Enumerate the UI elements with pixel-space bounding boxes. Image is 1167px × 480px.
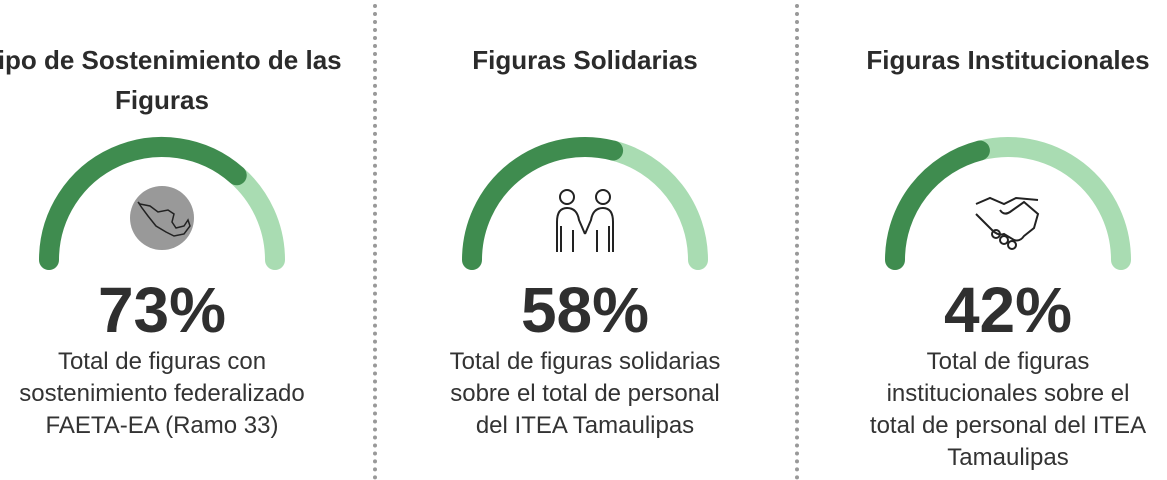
value-label: 58% xyxy=(520,274,650,346)
description: Total de figuras solidarias sobre el tot… xyxy=(449,348,721,439)
gauge-track xyxy=(226,165,285,270)
separator xyxy=(795,4,799,480)
gauge-value-arc xyxy=(885,140,990,270)
icon-people xyxy=(556,189,614,252)
separator xyxy=(373,4,377,480)
gauge xyxy=(39,137,285,270)
icon-handshake xyxy=(975,196,1040,250)
panel-title: Figuras Solidarias xyxy=(472,45,698,75)
panel: Tipo de Sostenimiento de las Figuras 73%… xyxy=(0,0,352,480)
gauge xyxy=(462,137,708,270)
panel-title: Figuras Institucionales xyxy=(866,45,1150,75)
description: Total de figuras con sostenimiento feder… xyxy=(19,348,305,439)
gauge-value-arc xyxy=(39,137,247,270)
value-label: 42% xyxy=(943,274,1073,346)
gauge-track xyxy=(969,137,1131,270)
value-label: 73% xyxy=(97,274,227,346)
panel-title: Tipo de Sostenimiento de las Figuras xyxy=(0,45,342,115)
gauge-value-arc xyxy=(462,137,624,270)
icon-mexico xyxy=(130,186,194,250)
description: Total de figuras institucionales sobre e… xyxy=(869,348,1147,471)
gauge xyxy=(885,137,1131,270)
panel: Figuras Solidarias 58% Total de figuras … xyxy=(395,0,775,480)
gauge-track xyxy=(603,140,708,270)
panel: Figuras Institucionales 42% Total de fig… xyxy=(818,0,1167,480)
